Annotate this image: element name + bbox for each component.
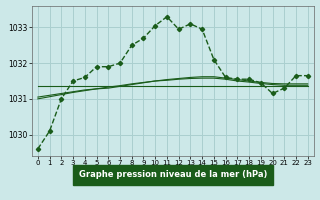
X-axis label: Graphe pression niveau de la mer (hPa): Graphe pression niveau de la mer (hPa) (79, 170, 267, 179)
